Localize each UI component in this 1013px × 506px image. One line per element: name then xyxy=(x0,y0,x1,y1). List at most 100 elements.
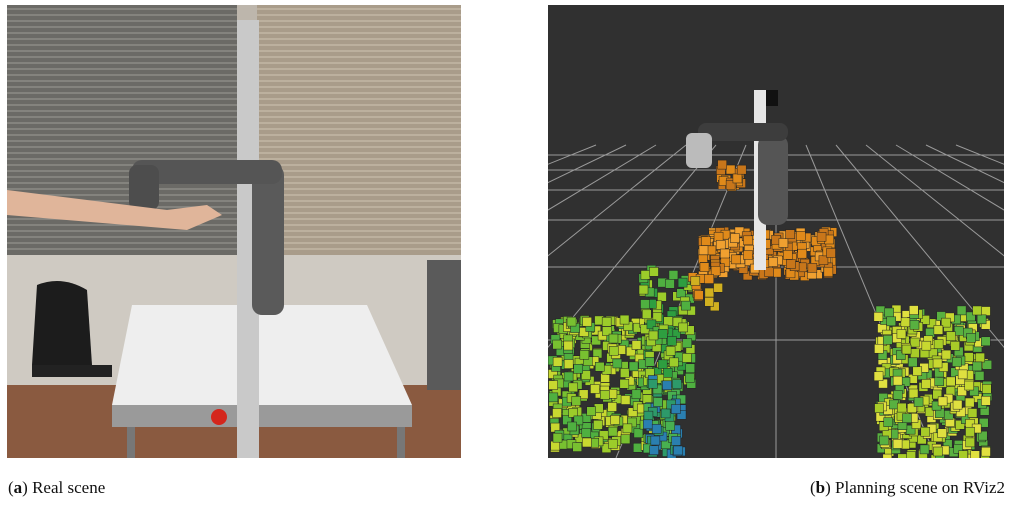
voxel xyxy=(765,268,774,277)
voxel xyxy=(705,275,714,284)
chair-seat xyxy=(32,365,112,377)
voxel xyxy=(731,255,740,264)
voxel xyxy=(887,317,896,326)
voxel xyxy=(718,160,727,169)
voxel xyxy=(908,358,917,367)
voxel xyxy=(648,379,657,388)
voxel xyxy=(938,397,947,406)
voxel xyxy=(669,358,678,367)
voxel xyxy=(685,373,694,382)
voxel xyxy=(658,360,667,369)
window-blinds-right xyxy=(257,5,461,255)
voxel xyxy=(590,384,599,393)
voxel xyxy=(601,373,610,382)
voxel xyxy=(973,306,982,315)
voxel xyxy=(650,446,659,455)
voxel xyxy=(906,452,915,458)
table-leg xyxy=(397,427,405,458)
voxel xyxy=(595,362,604,371)
voxel xyxy=(783,250,792,259)
voxel xyxy=(957,306,966,315)
voxel xyxy=(620,379,629,388)
voxel xyxy=(981,337,990,346)
voxel xyxy=(602,317,611,326)
voxel xyxy=(981,307,990,316)
voxel xyxy=(681,301,690,310)
voxel xyxy=(893,439,902,448)
voxel xyxy=(897,403,906,412)
voxel xyxy=(733,174,742,183)
voxel xyxy=(683,339,692,348)
voxel xyxy=(711,266,720,275)
voxel xyxy=(720,249,729,258)
voxel xyxy=(639,285,648,294)
voxel xyxy=(796,231,805,240)
voxel xyxy=(671,405,680,414)
voxel xyxy=(700,263,709,272)
voxel xyxy=(874,344,883,353)
voxel xyxy=(653,397,662,406)
voxel xyxy=(874,312,883,321)
voxel xyxy=(898,454,907,458)
table-leg xyxy=(127,427,135,458)
caption-text: ) Planning scene on RViz2 xyxy=(825,478,1005,497)
voxel xyxy=(643,395,652,404)
voxel xyxy=(707,246,716,255)
voxel xyxy=(658,329,667,338)
voxel xyxy=(966,438,975,447)
voxel xyxy=(726,165,735,174)
voxel xyxy=(609,346,618,355)
table-edge xyxy=(112,405,412,427)
voxel xyxy=(705,297,714,306)
voxel xyxy=(769,257,778,266)
voxel xyxy=(569,383,578,392)
voxel xyxy=(968,409,977,418)
voxel xyxy=(608,402,617,411)
voxel xyxy=(938,429,947,438)
voxel xyxy=(965,398,974,407)
voxel xyxy=(884,418,893,427)
voxel xyxy=(613,359,622,368)
voxel xyxy=(921,427,930,436)
voxel xyxy=(644,411,653,420)
voxel xyxy=(649,331,658,340)
voxel xyxy=(608,427,617,436)
figure: (a) Real scene (b) Planning scene on RVi… xyxy=(0,0,1013,506)
voxel xyxy=(549,393,558,402)
voxel xyxy=(976,353,985,362)
voxel xyxy=(609,334,618,343)
voxel xyxy=(652,424,661,433)
voxel xyxy=(621,435,630,444)
voxel xyxy=(744,236,753,245)
voxel xyxy=(959,451,968,458)
voxel xyxy=(645,357,654,366)
caption-a: (a) Real scene xyxy=(8,478,105,498)
voxel xyxy=(922,341,931,350)
voxel xyxy=(666,421,675,430)
voxel xyxy=(730,234,739,243)
voxel xyxy=(875,404,884,413)
voxel xyxy=(580,350,589,359)
voxel xyxy=(651,436,660,445)
voxel xyxy=(909,306,918,315)
caption-label: a xyxy=(14,478,23,497)
voxel xyxy=(611,415,620,424)
voxel xyxy=(920,445,929,454)
voxel xyxy=(883,454,892,458)
voxel xyxy=(663,368,672,377)
voxel xyxy=(902,345,911,354)
voxel xyxy=(553,340,562,349)
voxel xyxy=(967,333,976,342)
voxel xyxy=(551,441,560,450)
voxel xyxy=(913,367,922,376)
voxel xyxy=(910,338,919,347)
voxel xyxy=(608,439,617,448)
voxel xyxy=(694,291,703,300)
voxel xyxy=(897,329,906,338)
voxel xyxy=(582,438,591,447)
voxel xyxy=(879,436,888,445)
voxel xyxy=(686,364,695,373)
voxel xyxy=(933,447,942,456)
voxel xyxy=(649,267,658,276)
voxel xyxy=(632,341,641,350)
